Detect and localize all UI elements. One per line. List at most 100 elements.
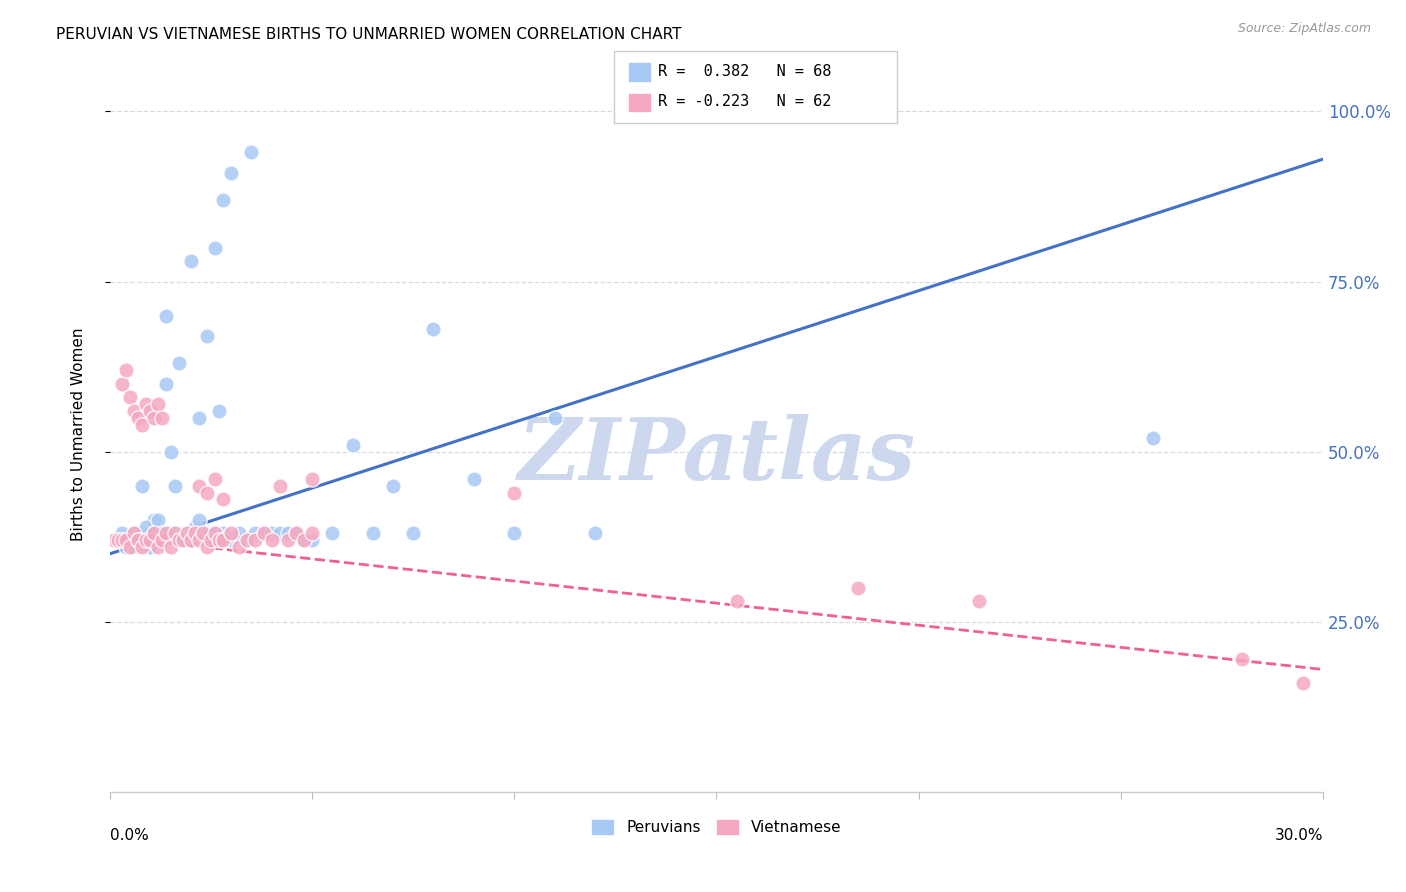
Point: [301, 533, 323, 548]
Point: [135, 397, 157, 411]
Point: [260, 526, 283, 541]
Point: [292, 533, 315, 548]
Point: [139, 526, 162, 541]
Point: [260, 533, 283, 548]
Point: [195, 329, 218, 343]
Point: [269, 479, 291, 493]
Point: [120, 533, 142, 548]
Point: [139, 533, 162, 548]
Text: R = -0.223   N = 62: R = -0.223 N = 62: [658, 95, 831, 109]
Point: [107, 533, 129, 548]
Point: [159, 444, 181, 458]
Point: [152, 533, 174, 548]
Point: [163, 526, 186, 541]
Point: [143, 410, 166, 425]
Point: [152, 533, 174, 548]
Point: [187, 410, 209, 425]
Point: [155, 526, 177, 541]
Point: [111, 526, 134, 541]
Text: Source: ZipAtlas.com: Source: ZipAtlas.com: [1237, 22, 1371, 36]
Point: [127, 533, 149, 548]
Point: [155, 309, 177, 323]
Point: [180, 526, 202, 541]
Point: [195, 526, 218, 541]
Point: [252, 526, 274, 541]
Point: [277, 533, 299, 548]
Point: [139, 540, 162, 554]
Text: PERUVIAN VS VIETNAMESE BIRTHS TO UNMARRIED WOMEN CORRELATION CHART: PERUVIAN VS VIETNAMESE BIRTHS TO UNMARRI…: [56, 27, 682, 42]
Point: [120, 540, 142, 554]
Point: [148, 397, 170, 411]
Point: [240, 145, 263, 160]
Point: [503, 526, 526, 541]
Point: [200, 533, 222, 548]
Point: [143, 526, 166, 541]
Point: [135, 533, 157, 548]
Point: [321, 526, 343, 541]
Point: [212, 526, 235, 541]
Point: [155, 376, 177, 391]
Point: [204, 526, 226, 541]
Point: [725, 594, 748, 608]
Point: [184, 526, 207, 541]
Point: [208, 533, 231, 548]
Point: [402, 526, 425, 541]
Point: [176, 526, 198, 541]
Legend: Peruvians, Vietnamese: Peruvians, Vietnamese: [585, 814, 848, 841]
Point: [219, 533, 242, 548]
Point: [131, 417, 153, 432]
Point: [381, 479, 404, 493]
Point: [236, 533, 259, 548]
Point: [195, 485, 218, 500]
Point: [245, 526, 267, 541]
Point: [212, 492, 235, 507]
Point: [135, 540, 157, 554]
Point: [131, 479, 153, 493]
Point: [131, 533, 153, 548]
Point: [219, 526, 242, 541]
Point: [228, 540, 250, 554]
Point: [212, 193, 235, 207]
Point: [172, 526, 194, 541]
Point: [228, 526, 250, 541]
Point: [187, 533, 209, 548]
Point: [204, 472, 226, 486]
Point: [115, 363, 138, 377]
Point: [195, 540, 218, 554]
Point: [245, 533, 267, 548]
Point: [284, 526, 307, 541]
Point: [167, 533, 190, 548]
Point: [163, 479, 186, 493]
Point: [167, 356, 190, 370]
Point: [167, 533, 190, 548]
Point: [208, 404, 231, 418]
Point: [191, 526, 214, 541]
Point: [122, 540, 145, 554]
Text: 0.0%: 0.0%: [110, 828, 149, 843]
Point: [103, 533, 125, 548]
Point: [204, 526, 226, 541]
Point: [120, 390, 142, 404]
Point: [846, 581, 869, 595]
Point: [292, 533, 315, 548]
Point: [212, 533, 235, 548]
Point: [127, 533, 149, 548]
Point: [111, 533, 134, 548]
Point: [252, 526, 274, 541]
Point: [1142, 431, 1164, 445]
Point: [159, 526, 181, 541]
Point: [204, 241, 226, 255]
Point: [159, 540, 181, 554]
Point: [200, 533, 222, 548]
Point: [277, 526, 299, 541]
Point: [284, 526, 307, 541]
Text: ZIPatlas: ZIPatlas: [517, 415, 915, 498]
Point: [176, 526, 198, 541]
Point: [127, 533, 149, 548]
Point: [544, 410, 567, 425]
Point: [236, 533, 259, 548]
Point: [127, 410, 149, 425]
Point: [583, 526, 606, 541]
Point: [969, 594, 991, 608]
Point: [115, 540, 138, 554]
